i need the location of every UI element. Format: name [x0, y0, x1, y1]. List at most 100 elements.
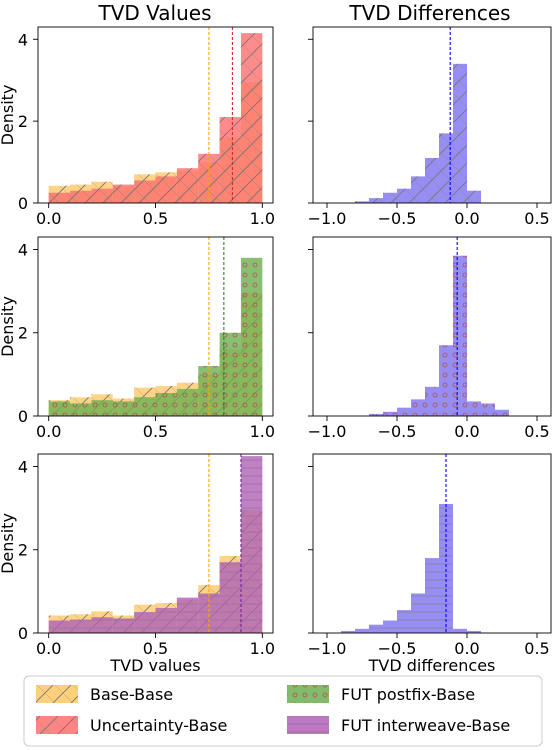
histogram-bar-hatch [198, 593, 220, 633]
histogram-bar-hatch [453, 63, 467, 204]
histogram-bar-hatch [369, 624, 383, 633]
x-tick-label: −0.5 [378, 209, 417, 228]
histogram-bar-hatch [70, 403, 92, 416]
y-axis-label: Density [0, 296, 17, 357]
histogram-bar-hatch [134, 612, 156, 633]
histogram-bar-hatch [176, 388, 199, 416]
histogram-bar-hatch [467, 630, 481, 633]
y-axis-label: Density [0, 513, 17, 574]
histogram-bar-hatch [112, 618, 135, 633]
panel-r2-c0: 0.0 0.5 1.0 0 2 4 Density TVD values [0, 453, 275, 675]
histogram-bar-hatch [240, 257, 263, 416]
histogram-bar-hatch [355, 628, 369, 633]
series-tvd-differences [355, 63, 481, 204]
y-tick-label: 0 [18, 624, 28, 643]
legend: Base-Base Uncertainty-Base FUT postfix-Bas… [23, 675, 543, 747]
histogram-bar-hatch [425, 157, 439, 203]
x-tick-label: −0.5 [378, 639, 417, 658]
histogram-bar-hatch [134, 180, 156, 203]
x-tick-label: −0.5 [378, 422, 417, 441]
histogram-bar-hatch [369, 413, 383, 416]
histogram-bar-hatch [240, 456, 263, 633]
x-tick-label: 1.0 [250, 209, 275, 228]
axes-frame [312, 26, 552, 204]
histogram-bar-hatch [112, 401, 135, 416]
histogram-bar-hatch [411, 399, 425, 416]
histogram-bar-hatch [219, 332, 241, 416]
left-column-title: TVD Values [98, 1, 212, 25]
histogram-bar-hatch [397, 610, 411, 633]
x-tick-label: −1.0 [308, 209, 347, 228]
histogram-bar-hatch [439, 503, 453, 633]
histogram-bar-hatch [481, 403, 495, 416]
axes-frame [312, 236, 552, 417]
histogram-bar-hatch [439, 345, 453, 416]
histogram-bar-hatch [91, 617, 113, 633]
panel-r1-c0: 0.0 0.5 1.0 0 2 4 Density [0, 236, 275, 441]
x-tick-label: 0.0 [36, 209, 61, 228]
legend-swatch-hatch [36, 716, 78, 734]
series-tvd-differences [341, 503, 481, 633]
histogram-bar-hatch [369, 198, 383, 203]
x-tick-label: −1.0 [308, 422, 347, 441]
legend-label: Base-Base [90, 685, 173, 704]
x-tick-label: 0.0 [454, 209, 479, 228]
panel-r0-c0: 0.0 0.5 1.0 0 2 4 Density [0, 26, 275, 228]
histogram-bar-hatch [112, 184, 135, 203]
x-tick-label: 0.5 [524, 209, 549, 228]
axes-frame [312, 453, 552, 634]
x-tick-label: 0.5 [143, 639, 168, 658]
y-tick-label: 2 [18, 324, 28, 343]
x-tick-label: 0.5 [524, 639, 549, 658]
x-tick-label: 0.5 [143, 422, 168, 441]
histogram-bar-hatch [70, 619, 92, 633]
legend-frame [23, 675, 543, 747]
y-axis-label: Density [0, 85, 17, 146]
histogram-bar-hatch [341, 630, 355, 633]
x-tick-label: 0.0 [36, 639, 61, 658]
y-tick-label: 0 [18, 407, 28, 426]
x-tick-label: 0.5 [524, 422, 549, 441]
x-tick-label: 1.0 [250, 422, 275, 441]
histogram-bar-hatch [425, 558, 439, 633]
legend-swatch-hatch [287, 716, 329, 734]
histogram-bar-hatch [439, 133, 453, 203]
histogram-bar-hatch [495, 409, 509, 416]
histogram-bar-hatch [411, 176, 425, 203]
x-tick-label: 1.0 [250, 639, 275, 658]
histogram-bar-hatch [48, 401, 71, 416]
y-tick-label: 2 [18, 112, 28, 131]
y-tick-label: 0 [18, 194, 28, 213]
histogram-bar-hatch [425, 386, 439, 416]
x-axis-label: TVD values [109, 656, 200, 675]
histogram-bar-hatch [467, 401, 481, 416]
histogram-bar-hatch [70, 190, 92, 203]
y-tick-label: 4 [18, 457, 28, 476]
legend-label: FUT interweave-Base [341, 716, 510, 735]
histogram-bar-hatch [155, 608, 177, 633]
series-fut-postfix-base [48, 257, 263, 416]
histogram-bar-hatch [240, 33, 263, 204]
x-axis-label: TVD differences [368, 656, 496, 675]
y-tick-label: 4 [18, 30, 28, 49]
legend-item-fut-postfix-base: FUT postfix-Base [287, 685, 475, 704]
panel-r2-c1: −1.0 −0.5 0.0 0.5 TVD differences [308, 453, 552, 675]
panel-r0-c1: −1.0 −0.5 0.0 0.5 [308, 26, 552, 228]
legend-label: FUT postfix-Base [341, 685, 475, 704]
right-column-title: TVD Differences [348, 1, 510, 25]
histogram-bar-hatch [48, 620, 71, 633]
series-uncertainty-base [48, 33, 263, 204]
x-tick-label: −1.0 [308, 639, 347, 658]
histogram-bar-hatch [91, 188, 113, 203]
histogram-bar-hatch [155, 176, 177, 203]
histogram-bar-hatch [176, 168, 199, 203]
histogram-bar-hatch [383, 192, 397, 203]
histogram-bar-hatch [219, 117, 241, 203]
histogram-bar-hatch [397, 188, 411, 203]
histogram-bar-hatch [397, 407, 411, 416]
histogram-bar-hatch [198, 366, 220, 416]
histogram-bar-hatch [453, 628, 467, 633]
legend-item-base-base: Base-Base [36, 685, 173, 704]
legend-swatch-hatch [287, 685, 329, 703]
